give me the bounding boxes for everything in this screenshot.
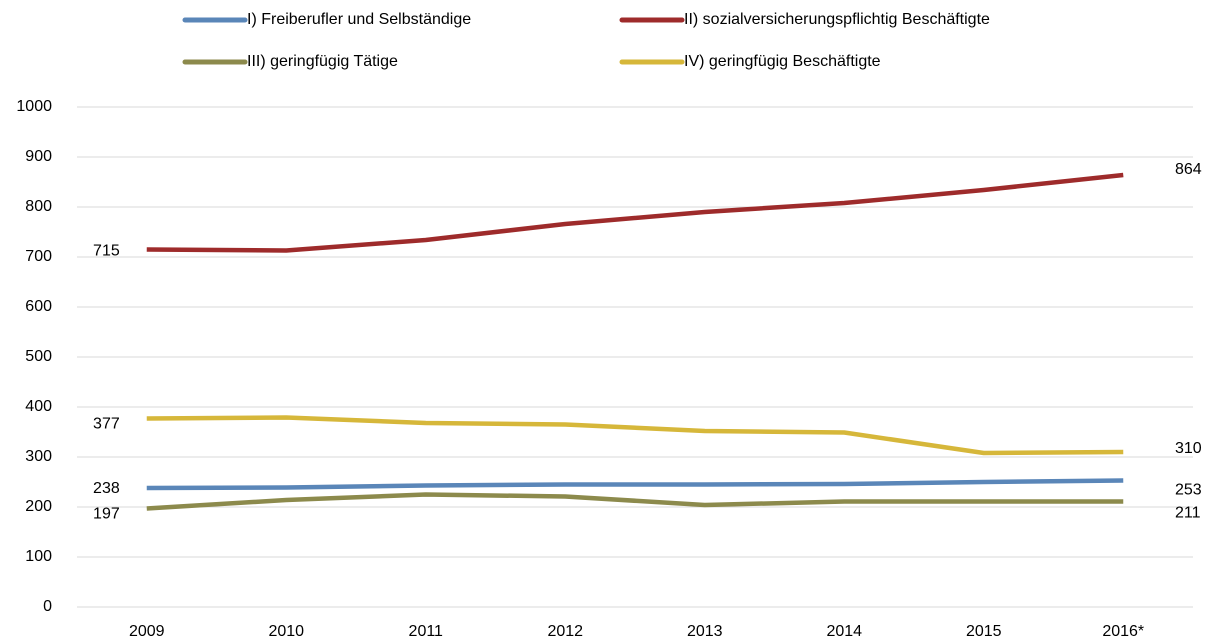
y-tick-label: 900 bbox=[25, 148, 52, 165]
x-tick-label: 2015 bbox=[966, 623, 1002, 640]
data-label: 238 bbox=[93, 480, 120, 497]
legend-label: IV) geringfügig Beschäftigte bbox=[684, 53, 881, 70]
y-tick-label: 600 bbox=[25, 298, 52, 315]
y-tick-label: 500 bbox=[25, 348, 52, 365]
x-tick-label: 2012 bbox=[547, 623, 583, 640]
data-label: 864 bbox=[1175, 161, 1202, 178]
x-tick-label: 2011 bbox=[409, 623, 444, 640]
series-line bbox=[146, 478, 1124, 491]
series-line bbox=[146, 415, 1124, 456]
series-line bbox=[146, 172, 1124, 253]
x-tick-label: 2014 bbox=[826, 623, 862, 640]
y-tick-label: 800 bbox=[25, 198, 52, 215]
data-label: 377 bbox=[93, 416, 120, 433]
x-tick-label: 2009 bbox=[129, 623, 165, 640]
x-tick-label: 2016* bbox=[1102, 623, 1144, 640]
y-tick-label: 0 bbox=[43, 598, 52, 615]
y-tick-label: 300 bbox=[25, 448, 52, 465]
data-label: 253 bbox=[1175, 482, 1202, 499]
y-tick-label: 200 bbox=[25, 498, 52, 515]
x-tick-label: 2013 bbox=[687, 623, 723, 640]
y-tick-label: 1000 bbox=[16, 98, 52, 115]
data-label: 715 bbox=[93, 243, 120, 260]
y-tick-label: 700 bbox=[25, 248, 52, 265]
data-label: 211 bbox=[1175, 505, 1201, 522]
data-label: 310 bbox=[1175, 440, 1202, 457]
y-tick-label: 400 bbox=[25, 398, 52, 415]
x-tick-label: 2010 bbox=[268, 623, 304, 640]
legend-label: II) sozialversicherungspflichtig Beschäf… bbox=[684, 11, 990, 28]
data-label: 197 bbox=[93, 506, 120, 523]
series-line bbox=[146, 492, 1124, 511]
y-tick-label: 100 bbox=[25, 548, 52, 565]
legend-label: III) geringfügig Tätige bbox=[247, 53, 398, 70]
legend-label: I) Freiberufler und Selbständige bbox=[247, 11, 471, 28]
